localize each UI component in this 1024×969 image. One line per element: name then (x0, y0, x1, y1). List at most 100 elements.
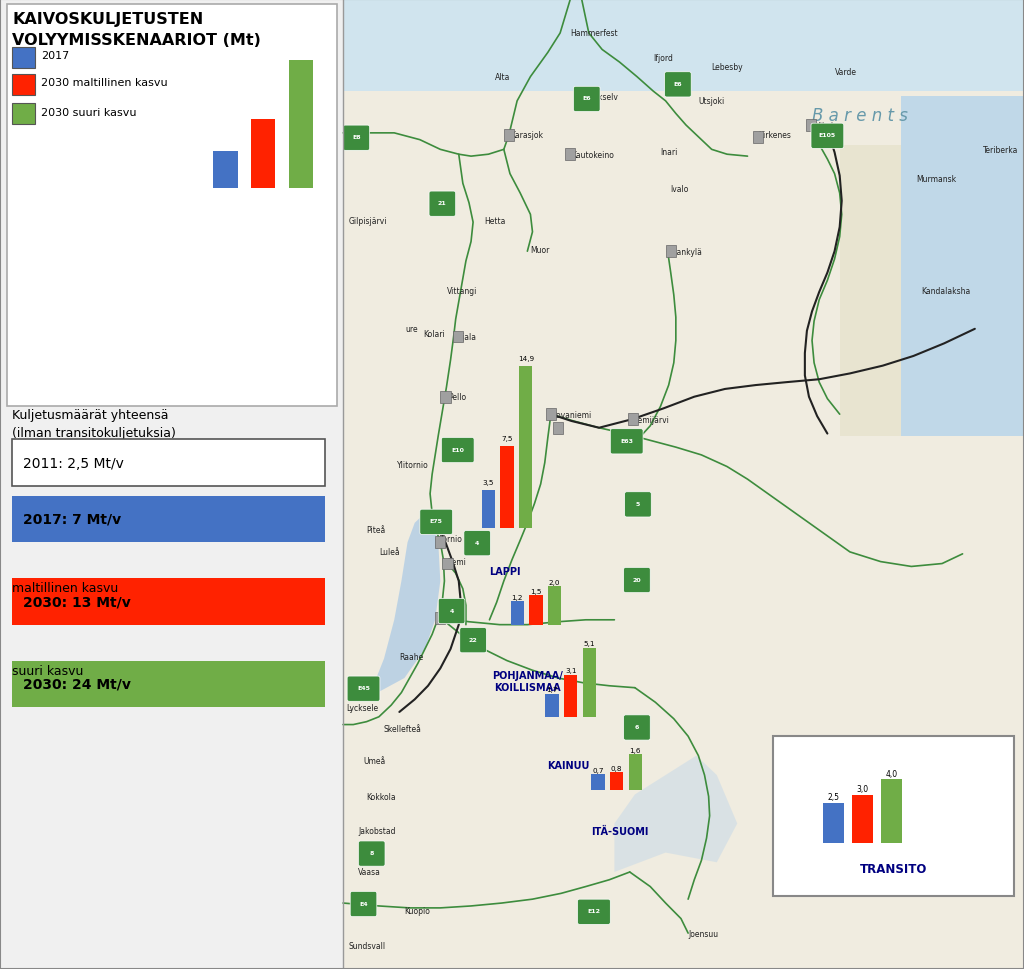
FancyBboxPatch shape (504, 130, 514, 141)
FancyBboxPatch shape (753, 132, 763, 143)
Text: E6: E6 (674, 81, 682, 87)
Text: E4: E4 (359, 900, 368, 906)
Text: E6: E6 (583, 96, 591, 102)
Text: Kautokeino: Kautokeino (571, 150, 614, 160)
Text: 0,7: 0,7 (592, 767, 604, 773)
Text: Lakselv: Lakselv (589, 92, 617, 102)
FancyBboxPatch shape (12, 440, 325, 486)
Bar (519, 366, 532, 528)
Text: E12: E12 (588, 908, 600, 914)
FancyBboxPatch shape (7, 5, 337, 407)
Text: Inari: Inari (660, 147, 678, 157)
Text: Kandalaksha: Kandalaksha (922, 286, 971, 296)
FancyBboxPatch shape (435, 612, 445, 624)
Text: Murmansk: Murmansk (916, 174, 956, 184)
Text: Gilpisjärvi: Gilpisjärvi (348, 216, 387, 226)
Text: Kemijärvi: Kemijärvi (633, 415, 669, 424)
Text: 2017: 2017 (41, 51, 70, 61)
FancyBboxPatch shape (565, 149, 575, 161)
FancyBboxPatch shape (420, 510, 453, 535)
Text: Sundsvall: Sundsvall (348, 941, 385, 951)
FancyBboxPatch shape (350, 891, 377, 917)
Text: E63: E63 (621, 438, 633, 444)
Text: Lycksele: Lycksele (346, 703, 378, 712)
Text: Kirkenes: Kirkenes (758, 131, 791, 141)
Text: (ilman transitokuljetuksia): (ilman transitokuljetuksia) (12, 426, 176, 439)
FancyBboxPatch shape (343, 126, 370, 151)
Text: 7,5: 7,5 (502, 436, 513, 442)
Text: 6: 6 (635, 724, 639, 730)
Text: Raahe: Raahe (399, 652, 424, 662)
Text: 8: 8 (370, 850, 374, 856)
Bar (482, 490, 496, 528)
Text: Pello: Pello (449, 392, 467, 402)
FancyBboxPatch shape (811, 124, 844, 149)
Polygon shape (369, 514, 440, 698)
Text: 5,1: 5,1 (584, 641, 595, 646)
FancyBboxPatch shape (12, 75, 35, 96)
Bar (501, 447, 514, 528)
Text: Hammerfest: Hammerfest (570, 29, 618, 39)
FancyBboxPatch shape (773, 736, 1014, 896)
Bar (529, 596, 543, 625)
Text: Luleå: Luleå (379, 547, 399, 557)
FancyBboxPatch shape (435, 537, 445, 548)
Text: 2,5: 2,5 (827, 793, 840, 801)
Text: 2030 maltillinen kasvu: 2030 maltillinen kasvu (41, 78, 168, 88)
Text: Ylitornio: Ylitornio (397, 460, 429, 470)
Bar (882, 780, 902, 843)
Text: Utsjoki: Utsjoki (698, 97, 725, 107)
Text: TRANSITO: TRANSITO (860, 862, 927, 875)
Text: 2017: 7 Mt/v: 2017: 7 Mt/v (23, 513, 121, 526)
FancyBboxPatch shape (12, 578, 325, 625)
Bar (548, 586, 561, 625)
Text: 3,0: 3,0 (857, 785, 868, 794)
FancyBboxPatch shape (546, 409, 556, 421)
Bar (251, 120, 275, 189)
FancyBboxPatch shape (666, 246, 676, 258)
Text: POHJANMAA/
KOILLISMAA: POHJANMAA/ KOILLISMAA (492, 671, 563, 692)
Text: 1,5: 1,5 (530, 588, 542, 595)
FancyBboxPatch shape (610, 429, 643, 454)
FancyBboxPatch shape (628, 414, 638, 425)
FancyBboxPatch shape (432, 517, 442, 529)
Text: 22: 22 (469, 637, 477, 642)
FancyBboxPatch shape (573, 87, 600, 112)
Bar (343, 0, 1024, 969)
Polygon shape (614, 756, 737, 872)
Text: 21: 21 (438, 201, 446, 206)
Text: KAINUU: KAINUU (547, 761, 590, 770)
Text: Vittangi: Vittangi (446, 286, 477, 296)
Text: E10: E10 (452, 447, 464, 453)
FancyBboxPatch shape (12, 661, 325, 707)
Text: 4: 4 (475, 540, 479, 546)
Text: Tornio: Tornio (440, 534, 463, 544)
FancyBboxPatch shape (12, 104, 35, 125)
Text: ure: ure (406, 325, 418, 334)
Text: 5: 5 (636, 501, 640, 507)
Text: maltillinen kasvu: maltillinen kasvu (12, 581, 119, 595)
Text: Nikel: Nikel (814, 121, 834, 131)
Text: Umeå: Umeå (364, 756, 386, 766)
Text: Pájala: Pájala (454, 332, 476, 342)
Text: Varde: Varde (835, 68, 856, 78)
FancyBboxPatch shape (632, 435, 642, 447)
FancyBboxPatch shape (460, 628, 486, 653)
Text: E8: E8 (352, 135, 360, 141)
Text: Kolari: Kolari (423, 329, 444, 339)
FancyBboxPatch shape (453, 331, 463, 343)
FancyBboxPatch shape (441, 438, 474, 463)
Text: Vaasa: Vaasa (358, 867, 381, 877)
Bar (213, 152, 238, 189)
Bar (592, 774, 605, 790)
Bar (289, 61, 313, 189)
Text: 2011: 2,5 Mt/v: 2011: 2,5 Mt/v (23, 456, 124, 470)
Bar (564, 675, 578, 717)
FancyBboxPatch shape (347, 676, 380, 702)
FancyBboxPatch shape (12, 47, 35, 69)
FancyBboxPatch shape (625, 492, 651, 517)
FancyBboxPatch shape (665, 73, 691, 98)
Text: 3,1: 3,1 (565, 668, 577, 673)
Text: ITÄ-SUOMI: ITÄ-SUOMI (591, 826, 648, 835)
Text: E75: E75 (430, 518, 442, 524)
